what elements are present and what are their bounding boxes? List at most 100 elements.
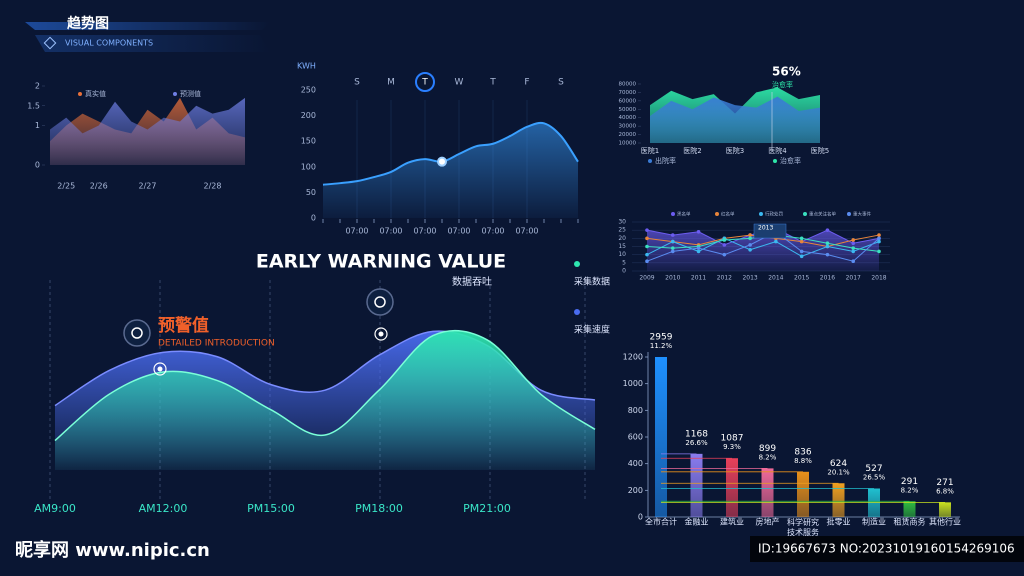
y-tick-label: 70000 <box>619 90 637 96</box>
x-tick-label: PM15:00 <box>247 502 295 515</box>
legend-swatch <box>173 92 177 96</box>
point <box>645 252 649 257</box>
bar <box>797 471 809 517</box>
x-tick-label: 其他行业 <box>929 517 961 527</box>
legend-swatch <box>847 212 851 216</box>
warning-icon <box>374 296 386 308</box>
point <box>748 233 752 237</box>
y-tick-label: 10000 <box>619 141 637 147</box>
y-tick-label: 100 <box>301 162 316 171</box>
point <box>851 241 856 246</box>
bar <box>939 502 951 517</box>
share-label: 6.8% <box>936 487 954 495</box>
y-tick-label: 5 <box>622 259 626 266</box>
y-tick-label: 30 <box>618 219 626 226</box>
legend-label: 采集速度 <box>574 324 610 336</box>
y-tick-label: 30000 <box>619 124 637 130</box>
y-tick-label: 2 <box>35 82 40 91</box>
point <box>645 244 649 249</box>
point <box>748 243 752 247</box>
x-tick-label: 2/26 <box>90 182 108 191</box>
y-tick-label: 25 <box>618 227 626 234</box>
tooltip <box>753 223 787 239</box>
x-tick-label: 2015 <box>794 275 809 282</box>
line <box>322 121 579 186</box>
point <box>877 239 881 244</box>
point <box>825 252 830 257</box>
x-tick-label: 07:00 <box>481 227 504 236</box>
header-bar <box>35 35 270 52</box>
point <box>799 254 804 259</box>
x-tick-label: AM9:00 <box>34 502 76 515</box>
bar <box>655 357 667 517</box>
y-tick-label: 400 <box>628 459 643 468</box>
x-tick-label: 07:00 <box>515 227 538 236</box>
watermark-id: ID:19667673 NO:20231019160154269106 <box>758 542 1015 556</box>
value-label: 836 <box>794 447 811 457</box>
x-tick-label: 医院4 <box>768 146 787 155</box>
point <box>799 239 804 244</box>
line <box>646 231 880 262</box>
id-bar <box>750 536 1024 562</box>
legend-label: 黑名单 <box>677 211 691 218</box>
legend-swatch <box>574 309 580 315</box>
warning-icon <box>366 288 394 316</box>
y-tick-label: 150 <box>301 137 316 146</box>
day-label: T <box>489 78 496 88</box>
x-tick-label: AM12:00 <box>139 502 188 515</box>
legend-swatch <box>715 212 719 216</box>
header-title: 趋势图 <box>67 15 109 32</box>
x-tick-label: 2009 <box>639 275 654 282</box>
area <box>50 97 245 165</box>
legend-swatch <box>759 212 763 216</box>
value-label: 271 <box>936 478 953 488</box>
x-tick-label: PM18:00 <box>355 502 403 515</box>
legend-label: 行政处罚 <box>765 211 783 218</box>
y-tick-label: 50 <box>306 188 316 197</box>
x-tick-label: 制造业 <box>862 517 886 527</box>
value-label: 1168 <box>685 429 708 439</box>
x-tick-label: 07:00 <box>447 227 470 236</box>
point <box>722 252 727 257</box>
area <box>650 96 820 143</box>
y-tick-label: 20000 <box>619 132 637 138</box>
x-tick-label: 医院2 <box>683 146 701 155</box>
y-tick-label: 1 <box>35 121 40 130</box>
legend-swatch <box>574 261 580 267</box>
header-bar <box>25 22 270 30</box>
x-tick-label: 2013 <box>742 275 757 282</box>
x-tick-label: 2018 <box>871 275 886 282</box>
point <box>722 238 727 242</box>
x-tick-label: 医院3 <box>726 146 744 155</box>
value-label: 899 <box>759 444 776 454</box>
x-tick-label: 07:00 <box>345 227 368 236</box>
point <box>851 259 856 264</box>
y-axis-label: KWH <box>297 62 316 71</box>
highlight-value: 56% <box>772 65 801 79</box>
share-label: 26.6% <box>685 439 708 447</box>
warning-icon <box>131 327 143 339</box>
highlight-name: 治愈率 <box>772 80 793 89</box>
point <box>748 247 752 252</box>
x-tick-label: PM21:00 <box>463 502 511 515</box>
x-tick-label: 2/25 <box>57 182 75 191</box>
line <box>646 237 880 257</box>
legend-swatch <box>78 92 82 96</box>
area <box>323 122 578 218</box>
point <box>825 241 830 246</box>
x-tick-label: 医院1 <box>641 146 659 155</box>
y-tick-label: 20 <box>618 235 626 242</box>
bar <box>868 488 880 517</box>
point <box>696 246 701 250</box>
share-label: 9.3% <box>723 443 741 451</box>
y-tick-label: 0 <box>638 513 643 522</box>
marker <box>374 327 388 341</box>
bar <box>761 468 774 517</box>
value-label: 624 <box>830 459 847 469</box>
legend-swatch <box>648 159 652 163</box>
point <box>645 236 649 241</box>
x-tick-label: 2016 <box>820 275 835 282</box>
y-tick-label: 600 <box>628 433 643 442</box>
marker <box>153 362 167 376</box>
share-label: 8.2% <box>901 486 919 494</box>
